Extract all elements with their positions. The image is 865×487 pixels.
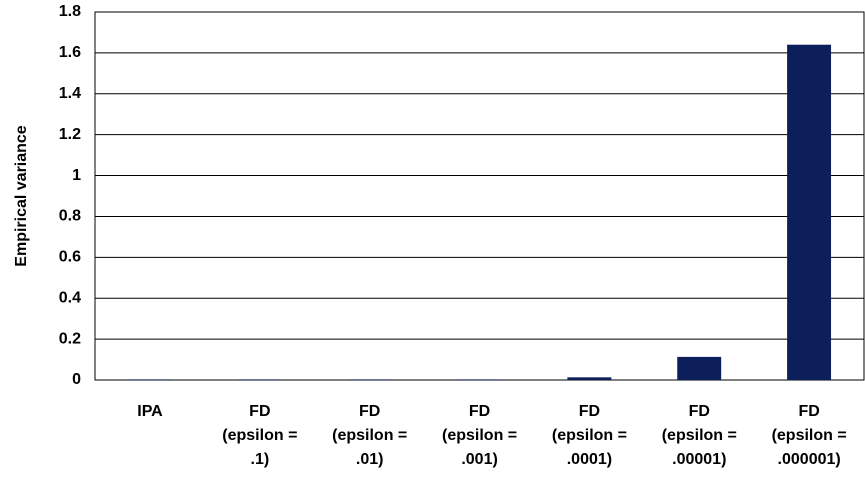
y-tick-label: 1.4	[59, 85, 81, 102]
y-tick-label: 0.8	[59, 208, 81, 225]
x-tick-label: IPA	[137, 403, 163, 420]
y-tick-label: 0.4	[59, 289, 81, 306]
bar	[457, 379, 502, 380]
x-tick-label: FD (epsilon = .1)	[222, 403, 298, 468]
y-tick-label: 1.8	[59, 3, 81, 20]
y-tick-label: 0.6	[59, 249, 81, 266]
bar	[127, 379, 172, 380]
y-tick-label: 1	[72, 167, 81, 184]
y-tick-label: 0.2	[59, 330, 81, 347]
x-tick-label: FD (epsilon = .01)	[332, 403, 408, 468]
y-tick-label: 1.2	[59, 126, 81, 143]
bar	[787, 44, 832, 380]
bar	[237, 379, 282, 380]
y-tick-label: 1.6	[59, 44, 81, 61]
x-tick-label: FD (epsilon = .0001)	[551, 403, 627, 468]
x-tick-label: FD (epsilon = .000001)	[771, 403, 847, 468]
bar	[347, 379, 392, 380]
x-tick-label: FD (epsilon = .001)	[442, 403, 518, 468]
y-axis-label: Empirical variance	[13, 125, 30, 267]
y-tick-label: 0	[72, 371, 81, 388]
plot-border	[94, 11, 865, 381]
x-tick-label: FD (epsilon = .00001)	[661, 403, 737, 468]
bar	[677, 356, 722, 380]
bar	[567, 377, 612, 380]
